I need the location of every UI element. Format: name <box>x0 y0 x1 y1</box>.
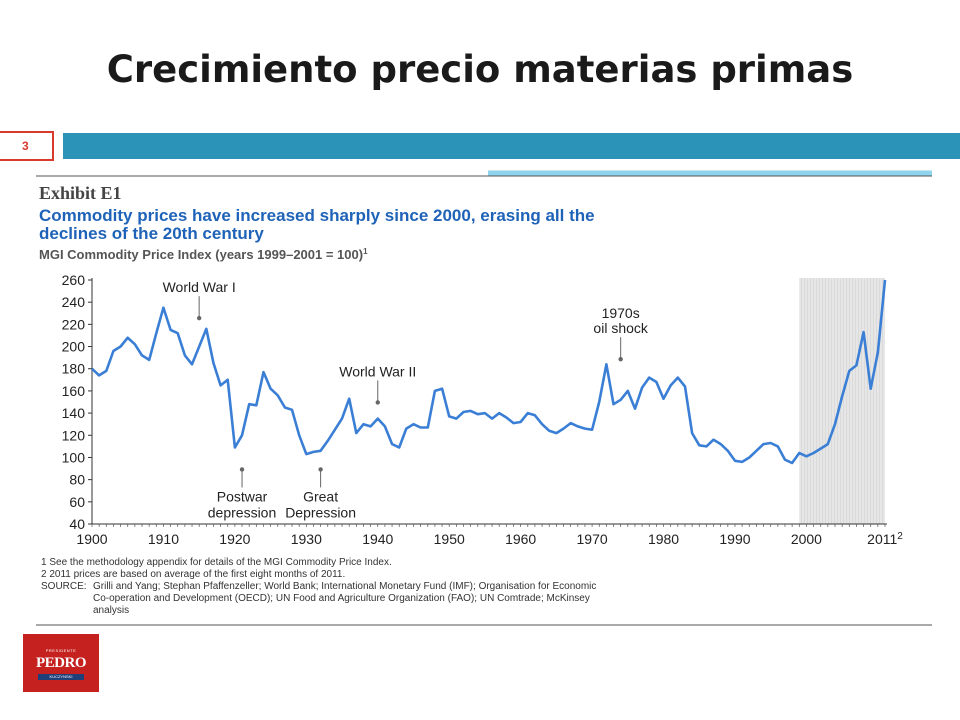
annotation-dot <box>196 315 202 321</box>
source-line-3: analysis <box>93 605 129 616</box>
annotation-label: Postwar <box>217 488 268 504</box>
x-tick-label: 1990 <box>719 531 750 547</box>
annotation-label: depression <box>208 504 277 520</box>
exhibit-headline-line-1: Commodity prices have increased sharply … <box>39 206 595 225</box>
x-tick-label: 2000 <box>791 531 822 547</box>
annotation-dot <box>239 467 245 472</box>
exhibit-subtitle-sup: 1 <box>363 247 368 256</box>
y-tick-label: 180 <box>62 361 86 377</box>
y-tick-label: 140 <box>62 405 86 421</box>
plot-area: 40 60 80 100 120 140 160 180 200 220 240 260 1900 191… <box>62 272 904 547</box>
y-tick-label: 120 <box>62 427 86 443</box>
page-number: 3 <box>22 139 29 153</box>
x-tick-label: 1920 <box>219 531 250 547</box>
x-tick-label: 1980 <box>648 531 679 547</box>
y-tick-label: 200 <box>62 339 86 355</box>
exhibit-headline-line-2: declines of the 20th century <box>39 224 264 243</box>
x-tick-label: 1900 <box>76 531 107 547</box>
logo-subtitle: PRESIDENTE <box>45 648 77 653</box>
header-bar <box>63 133 960 159</box>
x-tick-label: 1950 <box>434 531 465 547</box>
x-tick-sup: 2 <box>897 531 903 542</box>
logo-name: PEDRO <box>36 655 87 671</box>
brand-logo: PRESIDENTE PEDRO KUCZYNSKI <box>23 634 99 692</box>
annotation-label: oil shock <box>593 320 648 336</box>
x-tick-label: 1960 <box>505 531 536 547</box>
source-line-2: Co-operation and Development (OECD); UN … <box>93 593 590 604</box>
y-tick-label: 100 <box>62 449 86 465</box>
annotation-label: World War I <box>163 279 236 295</box>
y-tick-label: 40 <box>69 516 85 532</box>
source-label: SOURCE: <box>41 581 87 592</box>
x-tick-label: 20112 <box>867 531 903 547</box>
exhibit-label: Exhibit E1 <box>39 183 122 203</box>
y-tick-label: 220 <box>62 316 86 332</box>
annotation-label: Depression <box>285 504 356 520</box>
y-tick-label: 160 <box>62 383 86 399</box>
x-tick-label: 1930 <box>291 531 322 547</box>
footnote-2: 2 2011 prices are based on average of th… <box>41 569 345 580</box>
x-tick-label: 1940 <box>362 531 393 547</box>
source-line-1: Grilli and Yang; Stephan Pfaffenzeller; … <box>93 581 596 592</box>
series-line <box>91 279 887 465</box>
annotation-label: 1970s <box>602 305 640 321</box>
annotation-label: Great <box>303 488 338 504</box>
x-tick-label: 1910 <box>148 531 179 547</box>
slide-title: Crecimiento precio materias primas <box>106 48 854 91</box>
exhibit-chart: Exhibit E1 Commodity prices have increas… <box>36 170 932 626</box>
logo-bar-text: KUCZYNSKI <box>49 674 73 679</box>
page-number-box: 3 <box>0 131 54 161</box>
y-tick-label: 240 <box>62 294 86 310</box>
exhibit-subtitle: MGI Commodity Price Index (years 1999–20… <box>39 247 368 262</box>
exhibit-panel: Exhibit E1 Commodity prices have increas… <box>36 168 932 628</box>
y-tick-label: 260 <box>62 272 86 288</box>
y-tick-label: 80 <box>69 472 85 488</box>
logo-bar <box>38 674 84 680</box>
annotation-dot <box>618 356 623 362</box>
exhibit-subtitle-text: MGI Commodity Price Index (years 1999–20… <box>39 247 363 262</box>
annotation-dot <box>375 400 380 405</box>
y-tick-label: 60 <box>69 494 85 510</box>
annotation-dot <box>318 467 323 472</box>
x-tick-label: 1970 <box>577 531 608 547</box>
annotation-label: World War II <box>339 363 416 379</box>
footnote-1: 1 See the methodology appendix for detai… <box>41 557 392 568</box>
